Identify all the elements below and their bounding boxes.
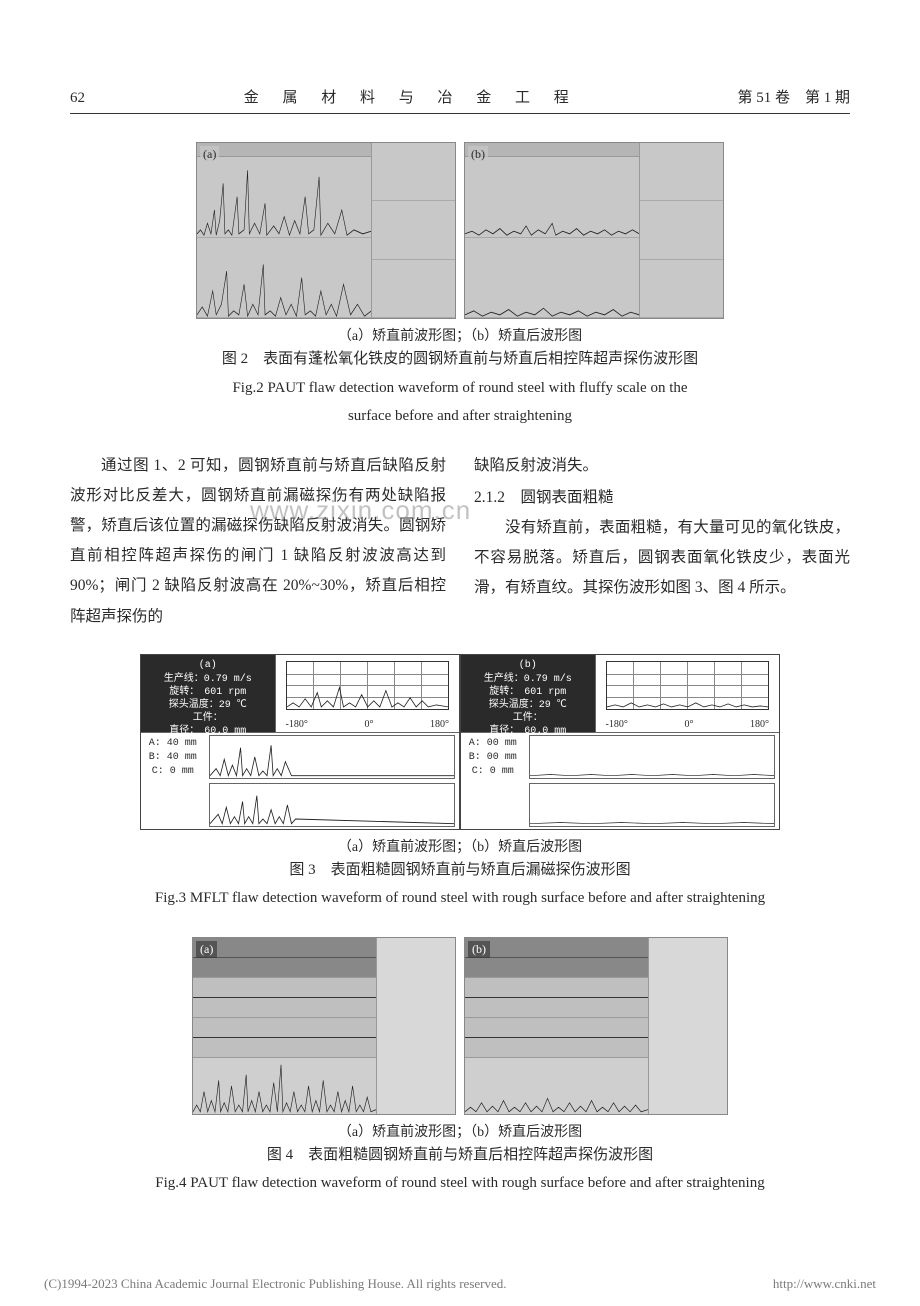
fig2-subcaption: （a）矫直前波形图；（b）矫直后波形图 — [70, 325, 850, 345]
fig3-caption-en: Fig.3 MFLT flaw detection waveform of ro… — [70, 884, 850, 913]
figure-4: (a) (b) — [70, 937, 850, 1198]
fig4-panel-a: (a) — [192, 937, 456, 1115]
running-header: 62 金 属 材 料 与 冶 金 工 程 第 51 卷 第 1 期 — [70, 86, 850, 114]
mflt-chart-a: -180° 0° 180° 14 m — [275, 655, 459, 732]
fig3-caption-cn: 图 3 表面粗糙圆钢矫直前与矫直后漏磁探伤波形图 — [70, 856, 850, 885]
section-heading: 2.1.2 圆钢表面粗糙 — [474, 483, 850, 513]
panel-label: (a) — [146, 659, 270, 672]
body-left-para: 通过图 1、2 可知，圆钢矫直前与矫直后缺陷反射波形对比反差大，圆钢矫直前漏磁探… — [70, 451, 446, 632]
mflt-abc-a: A: 40 mm B: 40 mm C: 0 mm — [141, 733, 205, 829]
section-title: 圆钢表面粗糙 — [521, 489, 614, 506]
mflt-info-b: (b) 生产线：0.79 m/s 旋转： 601 rpm 探头温度：29 ℃ 工… — [461, 655, 595, 732]
page-footer: (C)1994-2023 China Academic Journal Elec… — [0, 1258, 920, 1306]
figure-3: (a) 生产线：0.79 m/s 旋转： 601 rpm 探头温度：29 ℃ 工… — [70, 654, 850, 913]
fig2-caption-cn: 图 2 表面有蓬松氧化铁皮的圆钢矫直前与矫直后相控阵超声探伤波形图 — [70, 345, 850, 374]
mflt-chart-b: -180° 0° 180° 14 m — [595, 655, 779, 732]
volume-issue: 第 51 卷 第 1 期 — [737, 86, 850, 107]
section-number: 2.1.2 — [474, 489, 505, 506]
mflt-abc-b: A: 00 mm B: 00 mm C: 0 mm — [461, 733, 525, 829]
body-right-p1: 缺陷反射波消失。 — [474, 451, 850, 481]
fig4-caption-cn: 图 4 表面粗糙圆钢矫直前与矫直后相控阵超声探伤波形图 — [70, 1141, 850, 1170]
journal-title: 金 属 材 料 与 冶 金 工 程 — [244, 86, 579, 107]
fig2-caption-en-2: surface before and after straightening — [70, 402, 850, 431]
body-right-p2: 没有矫直前，表面粗糙，有大量可见的氧化铁皮，不容易脱落。矫直后，圆钢表面氧化铁皮… — [474, 513, 850, 604]
footer-copyright: (C)1994-2023 China Academic Journal Elec… — [44, 1276, 507, 1292]
figure-2: (a) — [70, 142, 850, 431]
panel-label: (a) — [196, 941, 217, 958]
fig2-caption-en-1: Fig.2 PAUT flaw detection waveform of ro… — [70, 374, 850, 403]
fig4-panel-b: (b) — [464, 937, 728, 1115]
page-number: 62 — [70, 90, 85, 107]
fig4-subcaption: （a）矫直前波形图；（b）矫直后波形图 — [70, 1121, 850, 1141]
panel-label: (b) — [468, 146, 488, 163]
mflt-info-a: (a) 生产线：0.79 m/s 旋转： 601 rpm 探头温度：29 ℃ 工… — [141, 655, 275, 732]
panel-label: (b) — [468, 941, 490, 958]
fig2-panel-b: (b) — [464, 142, 724, 319]
panel-label: (b) — [466, 659, 590, 672]
fig2-panel-a: (a) — [196, 142, 456, 319]
fig3-panel-b: (b) 生产线：0.79 m/s 旋转： 601 rpm 探头温度：29 ℃ 工… — [460, 654, 780, 830]
footer-url: http://www.cnki.net — [773, 1276, 876, 1292]
fig3-subcaption: （a）矫直前波形图；（b）矫直后波形图 — [70, 836, 850, 856]
panel-label: (a) — [200, 146, 219, 163]
fig4-caption-en: Fig.4 PAUT flaw detection waveform of ro… — [70, 1169, 850, 1198]
body-text: 通过图 1、2 可知，圆钢矫直前与矫直后缺陷反射波形对比反差大，圆钢矫直前漏磁探… — [70, 451, 850, 632]
fig3-panel-a: (a) 生产线：0.79 m/s 旋转： 601 rpm 探头温度：29 ℃ 工… — [140, 654, 460, 830]
